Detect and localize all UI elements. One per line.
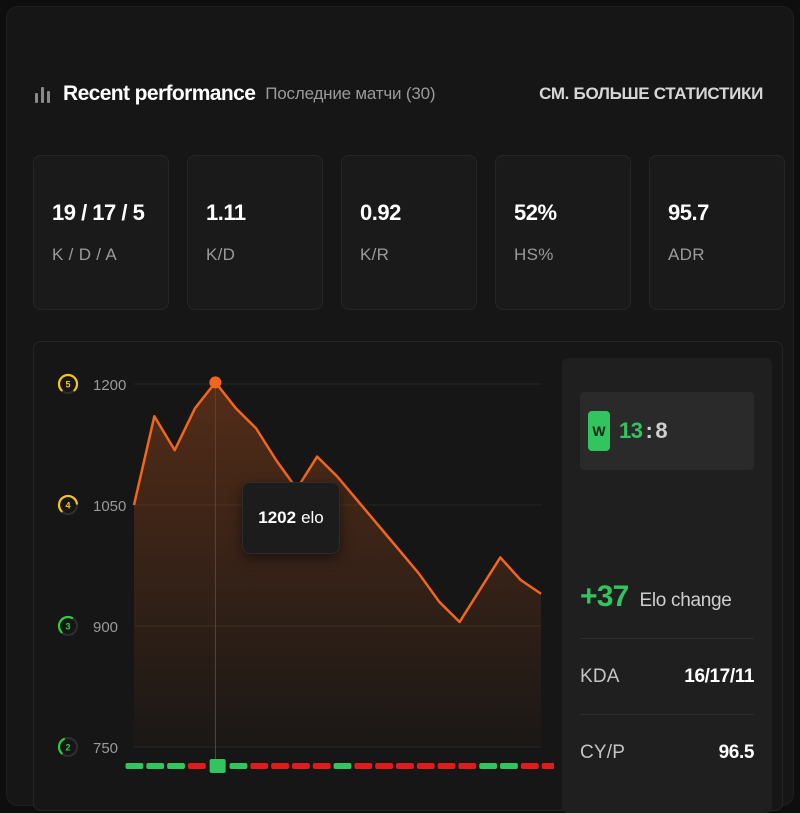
result-win-mark: [125, 763, 144, 769]
result-loss-mark: [437, 763, 456, 769]
stats-row: 19 / 17 / 5 K / D / A 1.11 K/D 0.92 K/R …: [33, 155, 785, 310]
stat-card-hs: 52% HS%: [495, 155, 631, 310]
result-loss-mark: [416, 763, 435, 769]
stat-card-kda: 19 / 17 / 5 K / D / A: [33, 155, 169, 310]
level-number: 2: [65, 743, 70, 753]
adr-label: CY/P: [580, 741, 626, 763]
elo-change-label: Elo change: [639, 590, 732, 611]
match-detail-panel: W 13:8 +37 Elo change KDA 16/17/11 CY/P …: [562, 358, 772, 813]
level-ring-progress: [57, 615, 74, 634]
score-separator: :: [645, 418, 653, 443]
result-loss-mark: [271, 763, 289, 769]
stat-label: ADR: [668, 245, 705, 264]
elo-line: [132, 381, 542, 624]
section-title: Recent performance: [63, 82, 256, 105]
stat-value: 52%: [514, 200, 557, 225]
stat-card-kd: 1.11 K/D: [187, 155, 323, 310]
result-loss-mark: [250, 763, 269, 769]
result-loss-mark: [354, 763, 373, 769]
level-number: 5: [65, 380, 70, 390]
y-tick-label: 900: [93, 619, 118, 636]
level-2-icon: 2: [57, 737, 78, 757]
match-score[interactable]: W 13:8: [580, 392, 754, 470]
result-loss-mark: [187, 763, 206, 769]
adr-value: 96.5: [718, 741, 755, 763]
stat-label: K / D / A: [52, 245, 118, 264]
tooltip-unit: elo: [301, 508, 324, 527]
result-loss-mark: [375, 763, 394, 769]
section-subtitle: Последние матчи (30): [265, 84, 436, 103]
result-win-mark: [209, 759, 226, 773]
level-ring-progress: [57, 373, 79, 392]
y-tick-label: 1200: [93, 377, 126, 394]
level-3-icon: 3: [57, 615, 78, 636]
result-loss-mark: [291, 763, 310, 769]
see-more-stats-link[interactable]: СМ. БОЛЬШЕ СТАТИСТИКИ: [539, 84, 763, 103]
level-4-icon: 4: [57, 494, 78, 515]
stat-label: K/D: [206, 245, 236, 264]
elo-area-fill: [134, 382, 541, 747]
level-number: 3: [65, 622, 70, 632]
stat-label: K/R: [360, 245, 390, 264]
result-loss-mark: [520, 763, 539, 769]
adr-row: CY/P 96.5: [580, 714, 754, 790]
stat-value: 0.92: [360, 200, 401, 225]
level-ring-progress: [57, 494, 78, 513]
stat-card-kr: 0.92 K/R: [341, 155, 477, 310]
stat-card-adr: 95.7 ADR: [649, 155, 785, 310]
chart-tooltip: 1202 elo: [242, 482, 340, 554]
result-loss-mark: [312, 763, 331, 769]
level-5-icon: 5: [57, 373, 79, 394]
performance-header: Recent performance Последние матчи (30) …: [35, 77, 763, 111]
result-win-mark: [479, 763, 498, 769]
y-tick-label: 1050: [93, 498, 126, 515]
result-win-mark: [333, 763, 352, 769]
stat-label: HS%: [514, 245, 554, 264]
elo-line-chart: 1200 5 1050 4 900 3 750 2: [57, 373, 554, 773]
kda-row: KDA 16/17/11: [580, 638, 754, 714]
kda-label: KDA: [580, 665, 620, 687]
result-loss-mark: [458, 763, 477, 769]
result-win-mark: [500, 763, 518, 769]
highlight-point: [209, 376, 222, 389]
win-badge: W: [588, 411, 610, 451]
elo-change-value: +37: [580, 580, 629, 613]
tooltip-value: 1202: [258, 508, 297, 527]
result-win-mark: [146, 763, 165, 769]
kda-value: 16/17/11: [684, 665, 754, 687]
performance-widget: Recent performance Последние матчи (30) …: [6, 6, 794, 813]
score-text: 13:8: [619, 418, 668, 444]
y-tick-label: 750: [93, 740, 118, 757]
elo-chart-panel: 1200 5 1050 4 900 3 750 2 1202 elo W 13:8 +37 E…: [33, 341, 783, 813]
result-win-mark: [167, 763, 185, 769]
level-ring-progress: [57, 737, 66, 755]
bar-chart-icon: [35, 85, 51, 103]
score-ours: 13: [619, 418, 643, 443]
score-theirs: 8: [655, 418, 668, 443]
elo-change-row: +37 Elo change: [580, 580, 732, 614]
result-loss-mark: [541, 763, 554, 769]
stat-value: 1.11: [206, 200, 246, 225]
stat-value: 95.7: [668, 200, 709, 225]
level-number: 4: [65, 501, 70, 511]
result-win-mark: [229, 763, 248, 769]
result-loss-mark: [396, 763, 414, 769]
stat-value: 19 / 17 / 5: [52, 200, 145, 225]
